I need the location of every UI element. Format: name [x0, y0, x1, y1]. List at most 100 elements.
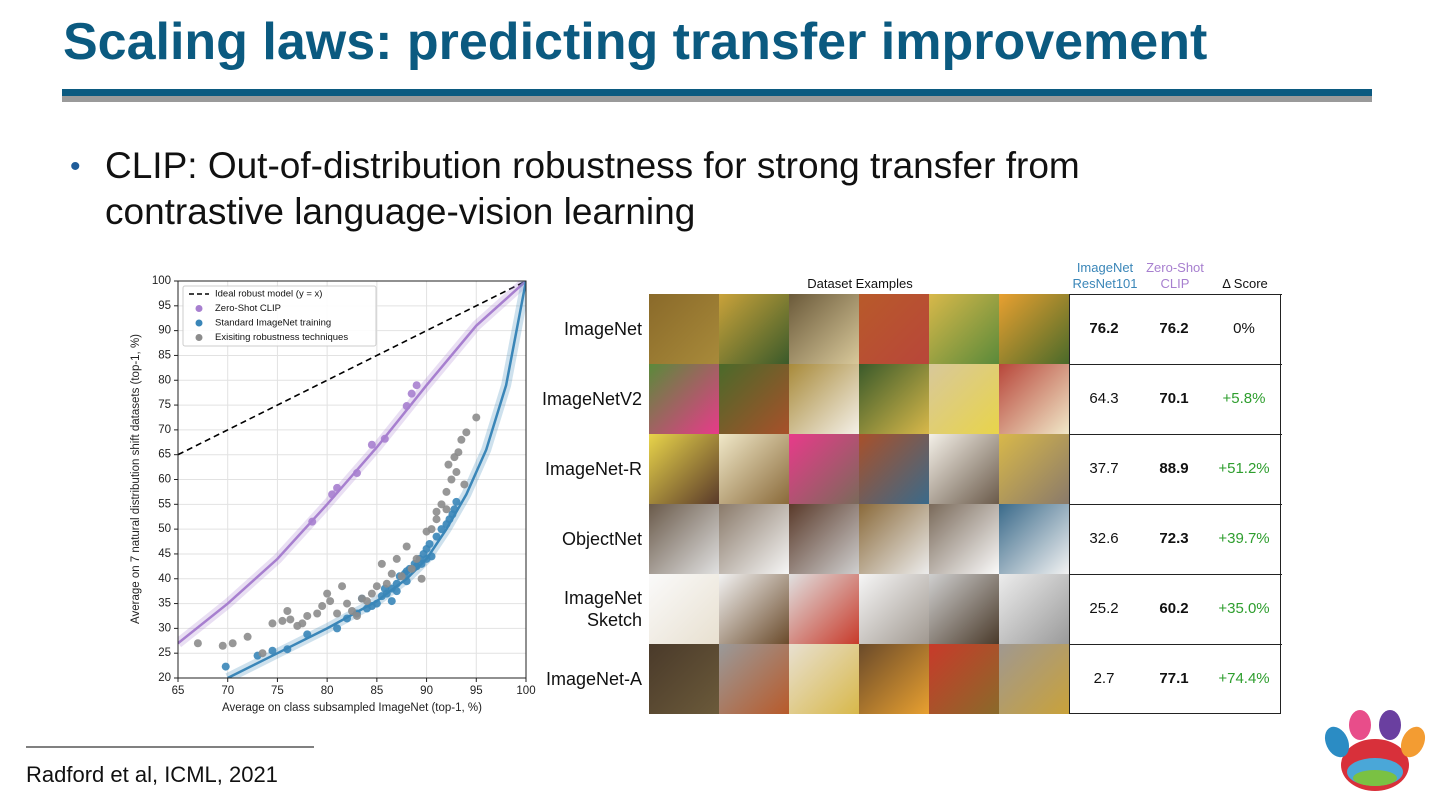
legend-label: Standard ImageNet training [215, 318, 331, 329]
fit-curve [178, 281, 526, 645]
example-image [999, 574, 1069, 644]
score-cell: 64.3 [1089, 390, 1119, 407]
example-image [649, 504, 719, 574]
row-rule [1069, 434, 1282, 435]
legend-label: Zero-Shot CLIP [215, 303, 281, 314]
example-image [929, 434, 999, 504]
score-cell: 60.2 [1159, 600, 1189, 617]
example-image [649, 364, 719, 434]
y-tick-label: 40 [158, 573, 171, 585]
y-tick-label: 25 [158, 647, 171, 659]
row-label: ImageNet Sketch [563, 588, 642, 630]
y-tick-label: 90 [158, 325, 171, 337]
score-cell: 70.1 [1159, 390, 1189, 407]
point [437, 525, 446, 534]
y-tick-label: 50 [158, 523, 171, 535]
point [387, 569, 396, 578]
score-cell: +51.2% [1218, 460, 1270, 477]
point [338, 582, 347, 591]
bullet-text: CLIP: Out-of-distribution robustness for… [105, 145, 1080, 232]
plot-marks [178, 281, 526, 678]
point [427, 525, 436, 534]
x-tick-label: 85 [370, 685, 383, 697]
row-label: ObjectNet [561, 529, 642, 549]
score-cell: 2.7 [1093, 670, 1115, 687]
point [333, 624, 342, 633]
example-image [999, 504, 1069, 574]
title-rule-shadow [62, 96, 1372, 102]
legend-swatch [195, 334, 203, 341]
point [452, 468, 461, 477]
legend-label: Ideal robust model (y = x) [215, 289, 322, 300]
point [452, 497, 461, 506]
x-tick-label: 100 [516, 685, 535, 697]
point [367, 440, 376, 449]
example-image [649, 294, 719, 364]
slide-title: Scaling laws: predicting transfer improv… [63, 13, 1208, 71]
point [432, 532, 441, 541]
example-image [649, 574, 719, 644]
score-cell: 76.2 [1159, 320, 1189, 337]
point [221, 662, 230, 671]
point [437, 500, 446, 509]
example-image [929, 294, 999, 364]
example-image [859, 574, 929, 644]
example-image [649, 434, 719, 504]
example-image [719, 644, 789, 714]
score-cell: +35.0% [1218, 600, 1270, 617]
example-image [859, 294, 929, 364]
example-image [719, 504, 789, 574]
x-tick-label: 95 [470, 685, 483, 697]
row-rule [1069, 644, 1282, 645]
point [432, 515, 441, 524]
y-tick-label: 75 [158, 399, 171, 411]
legend: Ideal robust model (y = x) Zero-Shot CLIP… [182, 285, 377, 347]
example-image [859, 504, 929, 574]
point [308, 517, 317, 526]
table-frame [1069, 294, 1281, 714]
point [352, 611, 361, 620]
data-line [178, 281, 526, 456]
y-tick-label: 30 [158, 622, 171, 634]
x-tick-label: 75 [271, 685, 284, 697]
point [417, 559, 426, 568]
point [313, 609, 322, 618]
x-axis-label: Average on class subsampled ImageNet (to… [222, 702, 482, 714]
y-tick-label: 60 [158, 474, 171, 486]
example-image [789, 574, 859, 644]
point [258, 649, 267, 658]
point [362, 597, 371, 606]
point [402, 577, 411, 586]
example-image [859, 434, 929, 504]
point [352, 469, 361, 478]
point [407, 564, 416, 573]
row-label: ImageNet-R [544, 459, 642, 479]
point [333, 483, 342, 492]
table-header: ImageNet ResNet101 [1072, 260, 1138, 291]
point [412, 554, 421, 563]
point [278, 616, 287, 625]
x-tick-label: 65 [172, 685, 185, 697]
example-image [929, 574, 999, 644]
table-header: Zero-Shot CLIP [1146, 260, 1204, 291]
point [326, 597, 335, 606]
x-tick-label: 80 [321, 685, 334, 697]
score-cell: +74.4% [1218, 670, 1270, 687]
score-cell: 88.9 [1159, 460, 1189, 477]
example-image [999, 364, 1069, 434]
example-image [789, 294, 859, 364]
y-tick-label: 35 [158, 598, 171, 610]
row-label: ImageNet [563, 319, 642, 339]
y-tick-label: 85 [158, 349, 171, 361]
score-cell: 72.3 [1159, 530, 1189, 547]
example-image [859, 364, 929, 434]
score-cell: 0% [1233, 320, 1255, 337]
point [243, 632, 252, 641]
point [268, 646, 277, 655]
point [442, 505, 451, 514]
row-rule [1069, 504, 1282, 505]
point [387, 597, 396, 606]
point [367, 589, 376, 598]
point [380, 434, 389, 443]
citation: Radford et al, ICML, 2021 [26, 762, 278, 787]
